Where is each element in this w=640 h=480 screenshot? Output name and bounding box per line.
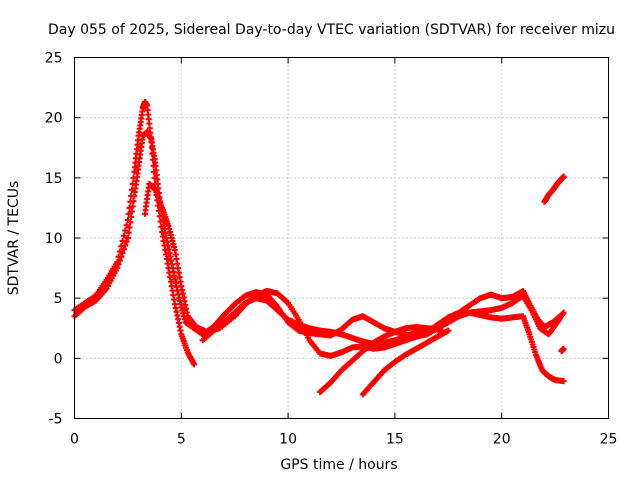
plot-frame: [74, 57, 609, 419]
series-track-a: [71, 129, 567, 340]
data-point: [118, 243, 125, 250]
data-point: [156, 213, 163, 220]
x-tick-label: 0: [70, 432, 79, 448]
data-points: [71, 99, 567, 398]
data-point: [123, 222, 130, 229]
data-point: [126, 204, 133, 211]
data-point: [120, 232, 127, 239]
data-point: [152, 180, 159, 187]
series-track-c: [141, 180, 565, 359]
x-tick-label: 10: [279, 432, 297, 448]
data-point: [125, 210, 132, 217]
data-point: [115, 253, 122, 260]
y-axis-label: SDTVAR / TECUs: [6, 181, 22, 296]
series-track-b: [71, 99, 198, 368]
data-point: [128, 186, 135, 193]
data-point: [124, 216, 131, 223]
x-tick-label: 25: [600, 432, 618, 448]
data-point: [148, 138, 155, 145]
data-point: [120, 246, 127, 253]
data-point: [149, 156, 156, 163]
data-point: [191, 361, 198, 368]
data-point: [148, 144, 155, 151]
axis-ticks: 0 5 10 15 20 25 -5 0 5 10 15 20 25: [45, 51, 618, 448]
data-point: [129, 180, 136, 187]
y-tick-label: -5: [49, 412, 63, 428]
data-point: [149, 150, 156, 157]
y-tick-label: 10: [45, 231, 63, 247]
x-tick-label: 5: [177, 432, 186, 448]
data-point: [128, 208, 135, 215]
data-point: [128, 213, 135, 220]
data-point: [129, 203, 136, 210]
data-point: [445, 327, 452, 334]
series-track-g: [541, 173, 567, 205]
data-point: [560, 378, 567, 385]
data-point: [128, 192, 135, 199]
x-axis-label: GPS time / hours: [280, 457, 397, 473]
data-point: [157, 218, 164, 225]
data-point: [558, 312, 565, 319]
y-tick-label: 20: [45, 111, 63, 127]
data-point: [158, 223, 165, 230]
chart-title: Day 055 of 2025, Sidereal Day-to-day VTE…: [48, 22, 615, 38]
data-point: [119, 238, 126, 245]
data-point: [127, 198, 134, 205]
data-point: [116, 248, 123, 255]
y-tick-label: 5: [54, 291, 63, 307]
data-point: [114, 259, 121, 266]
data-point: [150, 162, 157, 169]
data-point: [151, 174, 158, 181]
y-tick-label: 0: [54, 351, 63, 367]
series-track-e: [317, 324, 445, 396]
series-track-h: [558, 345, 567, 355]
y-tick-label: 15: [45, 171, 63, 187]
data-point: [125, 229, 132, 236]
data-point: [560, 173, 567, 180]
data-point: [124, 235, 131, 241]
data-point: [151, 168, 158, 175]
series-track-f: [359, 327, 452, 398]
x-tick-label: 20: [493, 432, 511, 448]
y-tick-label: 25: [45, 51, 63, 67]
x-tick-label: 15: [386, 432, 404, 448]
grid: [74, 57, 609, 419]
data-point: [130, 174, 137, 181]
data-point: [560, 345, 567, 352]
data-point: [122, 227, 129, 234]
